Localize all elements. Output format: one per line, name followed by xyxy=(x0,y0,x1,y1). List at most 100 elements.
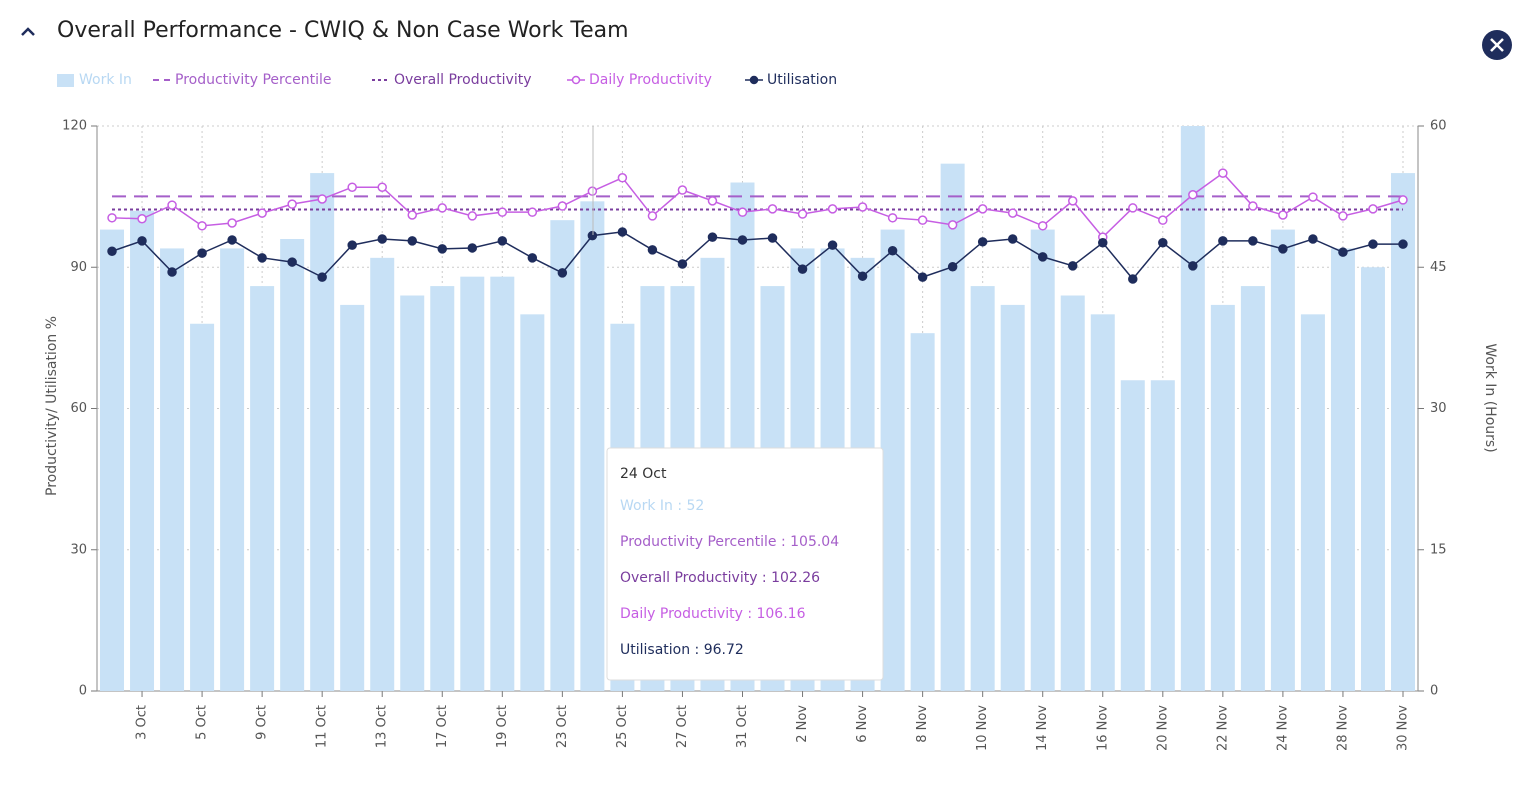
line-marker xyxy=(1218,236,1228,246)
line-marker xyxy=(857,271,868,281)
x-tick-label: 5 Oct xyxy=(195,705,210,740)
legend-item[interactable]: Overall Productivity xyxy=(372,72,531,88)
bar xyxy=(1240,286,1265,691)
y-tick-label: 90 xyxy=(70,260,87,275)
bar xyxy=(1180,126,1205,691)
bar xyxy=(100,229,125,692)
x-tick-label: 10 Nov xyxy=(975,705,990,751)
line-marker xyxy=(647,245,658,255)
legend-swatch xyxy=(57,74,74,87)
line-marker xyxy=(407,210,417,220)
line-marker xyxy=(677,185,688,195)
line-marker xyxy=(227,218,237,228)
legend-item[interactable]: Work In xyxy=(57,72,132,88)
line-marker xyxy=(1308,192,1318,202)
tooltip-item: Daily Productivity : 106.16 xyxy=(620,606,806,622)
line-marker xyxy=(1128,203,1138,213)
line-marker xyxy=(1188,261,1198,271)
bar xyxy=(550,220,575,691)
line-marker xyxy=(437,203,448,213)
line-marker xyxy=(1398,239,1408,249)
line-marker xyxy=(437,244,448,254)
x-tick-label: 31 Oct xyxy=(735,705,750,748)
bar xyxy=(250,286,275,691)
line-marker xyxy=(647,211,658,221)
line xyxy=(111,172,1404,239)
line-marker xyxy=(617,227,628,237)
line-marker xyxy=(557,268,568,278)
bar xyxy=(1000,304,1025,691)
line-marker xyxy=(947,262,958,272)
legend-item[interactable]: Productivity Percentile xyxy=(153,72,332,88)
line-marker xyxy=(257,253,267,263)
line-marker xyxy=(257,208,267,218)
line-marker xyxy=(407,236,417,246)
line-marker xyxy=(827,240,838,250)
bar xyxy=(580,201,605,692)
line-marker xyxy=(197,248,207,258)
line-marker xyxy=(1098,238,1108,248)
bar xyxy=(1390,173,1415,692)
bar xyxy=(1300,314,1325,691)
line-marker xyxy=(1037,221,1048,231)
x-tick-label: 23 Oct xyxy=(555,705,570,748)
y-tick-label: 120 xyxy=(62,119,87,134)
line-marker xyxy=(1158,215,1168,225)
line-marker xyxy=(977,237,988,247)
bar xyxy=(1090,314,1115,691)
y2-tick-label: 15 xyxy=(1430,542,1447,557)
legend-swatch xyxy=(571,75,581,85)
line-marker xyxy=(917,215,928,225)
x-tick-label: 17 Oct xyxy=(435,705,450,748)
line-marker xyxy=(707,196,718,206)
bar xyxy=(1330,248,1355,691)
legend-item[interactable]: Daily Productivity xyxy=(567,72,712,88)
line-marker xyxy=(107,246,117,256)
bar xyxy=(400,295,425,691)
bar xyxy=(1060,295,1085,691)
bar xyxy=(220,248,245,691)
tooltip-item: Work In : 52 xyxy=(620,498,704,514)
line-marker xyxy=(707,232,718,242)
bar xyxy=(1030,229,1055,692)
line-marker xyxy=(1278,210,1288,220)
line-marker xyxy=(1338,211,1348,221)
line-marker xyxy=(1007,234,1018,244)
bar xyxy=(490,276,515,691)
line-marker xyxy=(857,202,868,212)
y2-axis-label: Work In (Hours) xyxy=(1482,343,1498,452)
bar xyxy=(1210,304,1235,691)
bar xyxy=(1150,380,1175,691)
bar xyxy=(310,173,335,692)
line-marker xyxy=(1278,244,1288,254)
x-tick-label: 6 Nov xyxy=(855,705,870,743)
chart-title: Overall Performance - CWIQ & Non Case Wo… xyxy=(57,18,629,43)
x-tick-label: 19 Oct xyxy=(495,705,510,748)
line-marker xyxy=(527,207,538,217)
line-marker xyxy=(167,267,177,277)
line-marker xyxy=(137,214,147,224)
x-tick-label: 25 Oct xyxy=(615,705,630,748)
line-marker xyxy=(1248,236,1258,246)
line-marker xyxy=(587,230,598,241)
collapse-icon[interactable] xyxy=(21,27,35,36)
line-marker xyxy=(347,182,357,192)
close-button[interactable] xyxy=(1482,30,1512,60)
x-tick-label: 27 Oct xyxy=(675,705,690,748)
line-marker xyxy=(617,173,628,183)
x-tick-label: 28 Nov xyxy=(1335,705,1350,751)
x-tick-label: 3 Oct xyxy=(135,705,150,740)
bar xyxy=(880,229,905,692)
line-marker xyxy=(197,221,207,231)
line-marker xyxy=(377,182,387,192)
legend-item[interactable]: Utilisation xyxy=(745,72,837,88)
x-tick-label: 13 Oct xyxy=(375,705,390,748)
line-marker xyxy=(1368,239,1378,249)
line-marker xyxy=(317,272,327,282)
tooltip-item: Overall Productivity : 102.26 xyxy=(620,570,820,586)
bar xyxy=(1270,229,1295,692)
line-marker xyxy=(1037,252,1048,262)
legend-label: Productivity Percentile xyxy=(175,72,332,88)
x-tick-label: 16 Nov xyxy=(1095,705,1110,751)
